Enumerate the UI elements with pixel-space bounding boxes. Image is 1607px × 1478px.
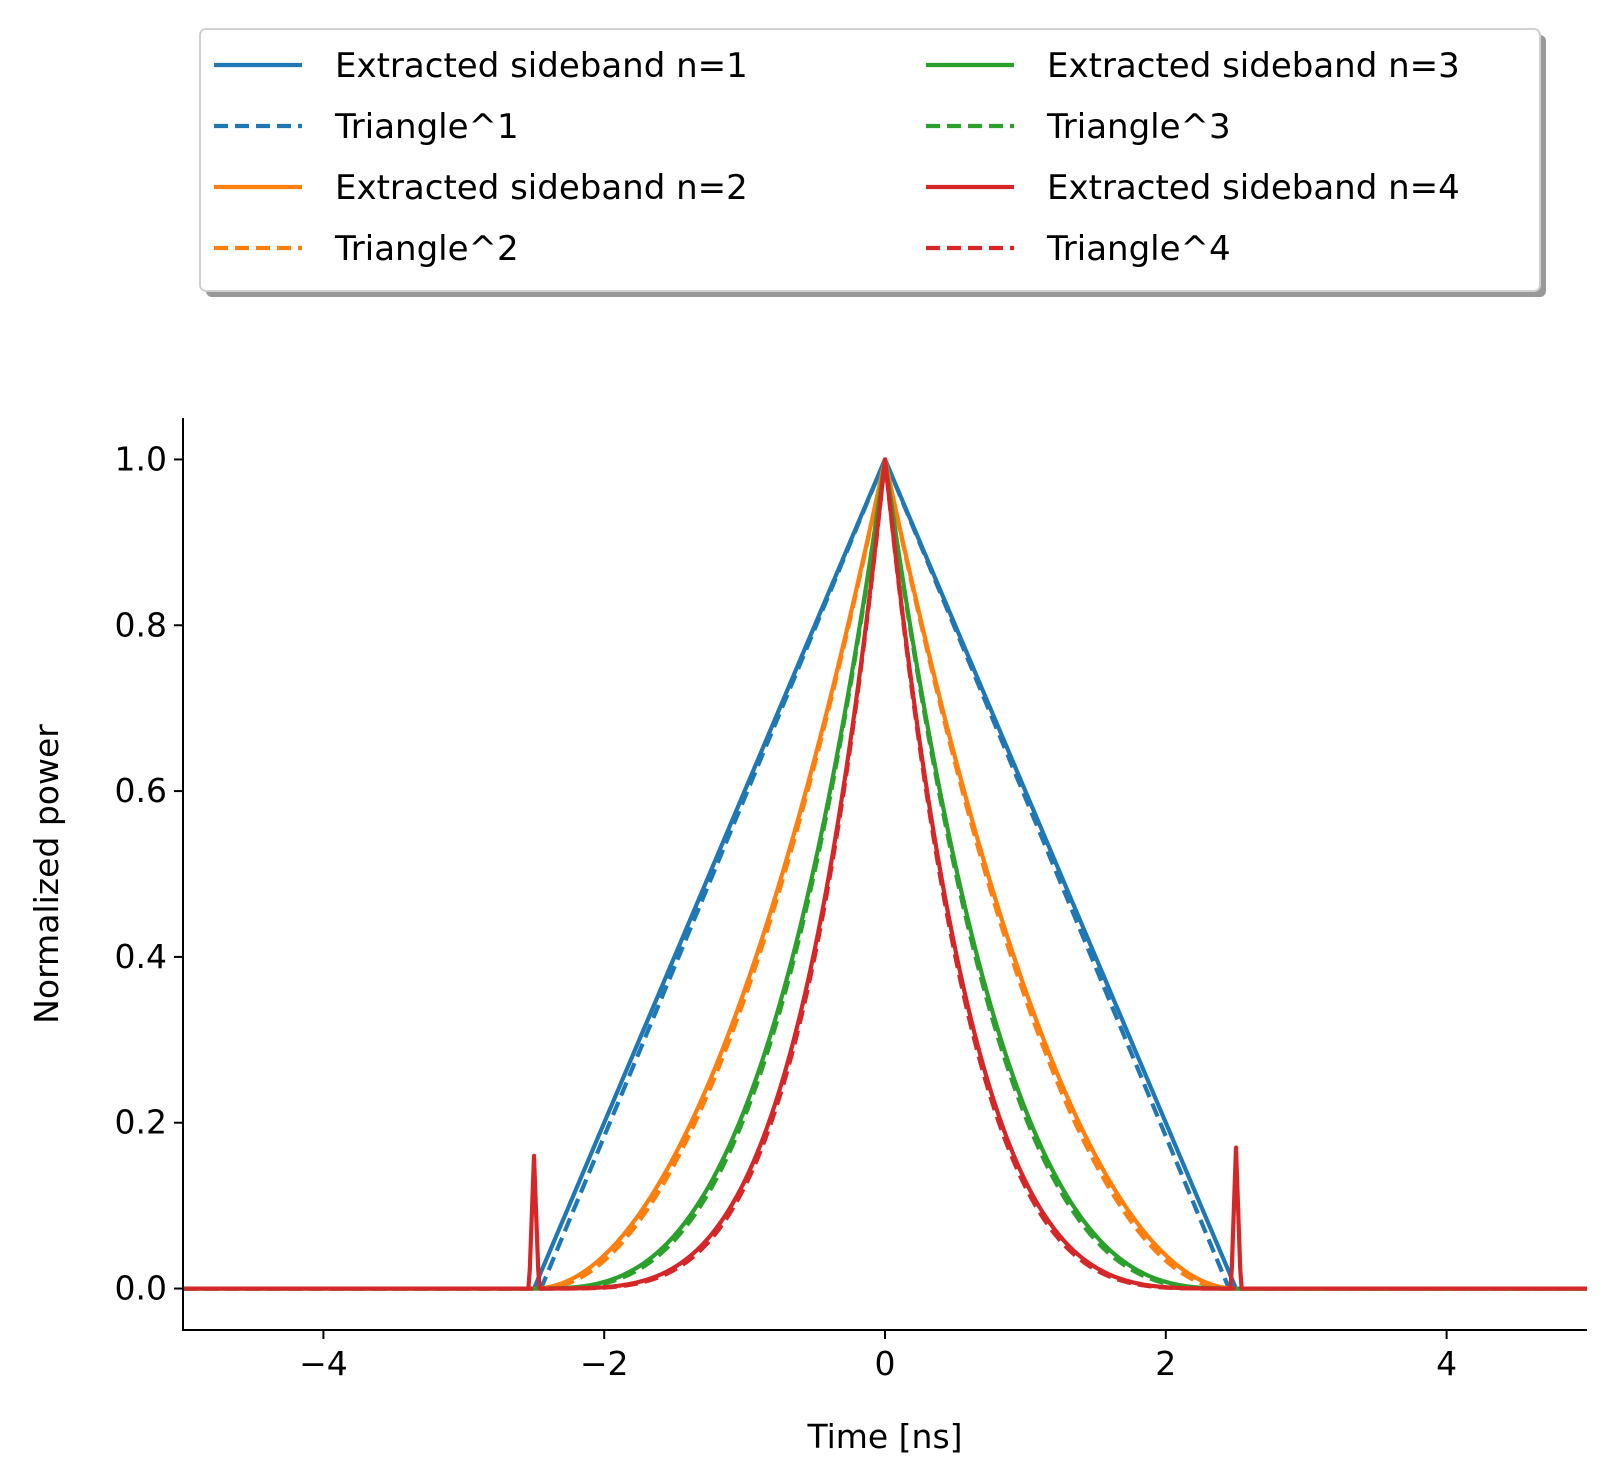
legend-label: Extracted sideband n=1 — [335, 46, 748, 86]
y-ticks: 0.0 0.2 0.4 0.6 0.8 1.0 — [115, 439, 183, 1308]
x-tick-label: −4 — [299, 1344, 348, 1383]
y-tick-label: 0.2 — [115, 1103, 167, 1142]
legend: Extracted sideband n=1 Triangle^1 Extracte… — [199, 28, 1546, 297]
legend-label: Extracted sideband n=4 — [1047, 168, 1460, 208]
legend-frame — [199, 28, 1541, 292]
x-tick-label: 4 — [1436, 1344, 1457, 1383]
y-tick-label: 0.8 — [115, 605, 167, 644]
x-axis-label: Time [ns] — [806, 1417, 962, 1456]
legend-items: Extracted sideband n=1 Triangle^1 Extracte… — [214, 46, 1460, 269]
plot-area: −4 −2 0 2 4 0.0 0.2 0.4 0.6 0.8 1.0 — [115, 418, 1587, 1383]
legend-label: Extracted sideband n=3 — [1047, 46, 1460, 86]
x-tick-label: 2 — [1155, 1344, 1176, 1383]
series-line-extracted-sideband-n-4 — [183, 457, 1587, 1291]
legend-label: Extracted sideband n=2 — [335, 168, 748, 208]
y-tick-label: 0.0 — [115, 1269, 167, 1308]
legend-label: Triangle^2 — [334, 229, 519, 269]
y-tick-label: 0.6 — [115, 771, 167, 810]
y-tick-label: 0.4 — [115, 937, 167, 976]
x-tick-label: 0 — [875, 1344, 896, 1383]
legend-label: Triangle^3 — [1046, 107, 1231, 147]
series-layer — [183, 457, 1587, 1291]
y-axis-label: Normalized power — [27, 724, 66, 1024]
x-tick-label: −2 — [580, 1344, 629, 1383]
x-ticks: −4 −2 0 2 4 — [299, 1330, 1457, 1383]
legend-label: Triangle^1 — [334, 107, 519, 147]
y-tick-label: 1.0 — [115, 439, 167, 478]
legend-label: Triangle^4 — [1046, 229, 1231, 269]
